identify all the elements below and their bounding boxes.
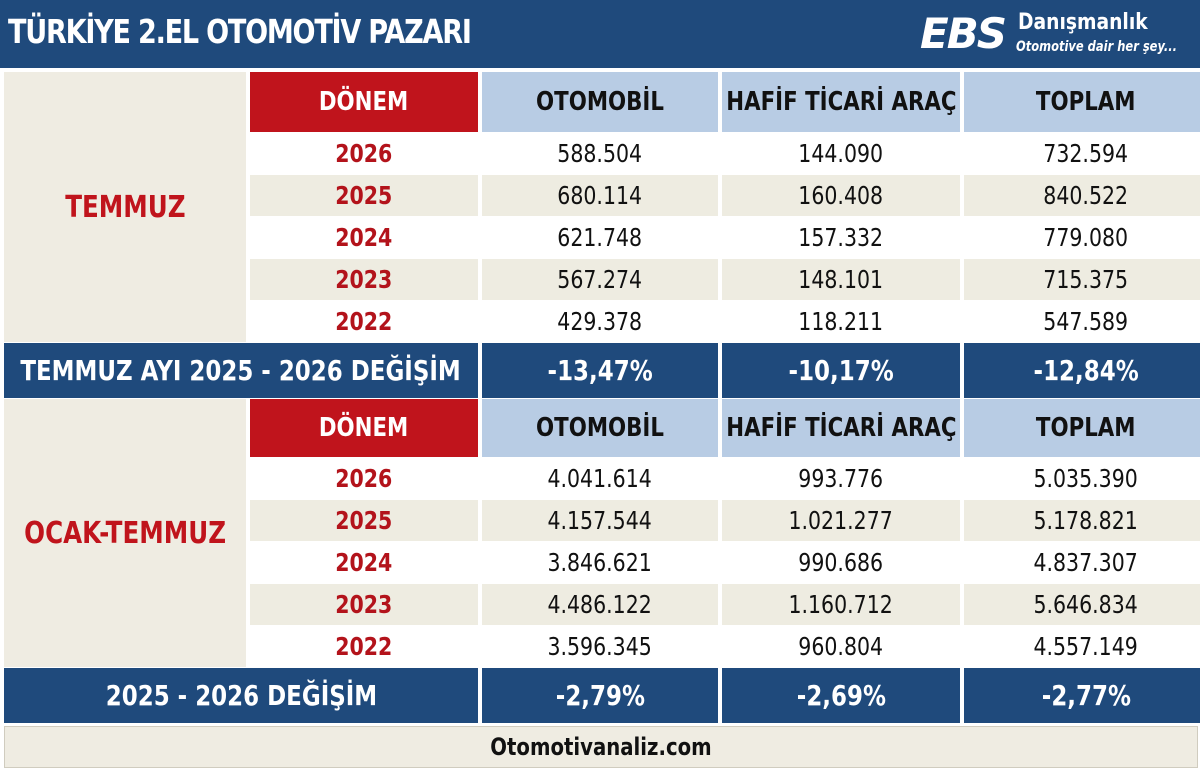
row-year: 2023 <box>250 584 478 625</box>
cell-car: 680.114 <box>482 175 718 216</box>
sales-table: TEMMUZ DÖNEM OTOMOBİL HAFİF TİCARİ ARAÇ … <box>4 72 1200 723</box>
column-header-period: DÖNEM <box>250 72 478 132</box>
cell-car: 4.486.122 <box>482 584 718 625</box>
cell-total: 779.080 <box>964 217 1200 258</box>
cell-car: 3.596.345 <box>482 626 718 667</box>
change-car: -2,79% <box>482 668 718 723</box>
section-label-temmuz: TEMMUZ <box>4 72 246 342</box>
cell-car: 621.748 <box>482 217 718 258</box>
change-label-ocak-temmuz: 2025 - 2026 DEĞİŞİM <box>4 668 478 723</box>
cell-total: 5.646.834 <box>964 584 1200 625</box>
cell-lcv: 960.804 <box>722 626 960 667</box>
cell-car: 3.846.621 <box>482 542 718 583</box>
cell-lcv: 148.101 <box>722 259 960 300</box>
change-lcv: -10,17% <box>722 343 960 398</box>
column-header-total: TOPLAM <box>964 72 1200 132</box>
row-year: 2025 <box>250 175 478 216</box>
cell-total: 4.557.149 <box>964 626 1200 667</box>
cell-total: 4.837.307 <box>964 542 1200 583</box>
page-title: TÜRKİYE 2.EL OTOMOTİV PAZARI <box>8 12 472 51</box>
cell-total: 715.375 <box>964 259 1200 300</box>
row-year: 2022 <box>250 301 478 342</box>
cell-car: 588.504 <box>482 133 718 174</box>
cell-total: 840.522 <box>964 175 1200 216</box>
cell-lcv: 993.776 <box>722 458 960 499</box>
cell-total: 547.589 <box>964 301 1200 342</box>
column-header-car: OTOMOBİL <box>482 72 718 132</box>
logo-brand: Danışmanlık <box>1018 10 1148 35</box>
cell-lcv: 144.090 <box>722 133 960 174</box>
column-header-period: DÖNEM <box>250 399 478 457</box>
cell-total: 5.178.821 <box>964 500 1200 541</box>
row-year: 2024 <box>250 542 478 583</box>
column-header-lcv: HAFİF TİCARİ ARAÇ <box>722 72 960 132</box>
row-year: 2026 <box>250 133 478 174</box>
row-year: 2023 <box>250 259 478 300</box>
logo-slogan: Otomotive dair her şey... <box>1016 39 1177 55</box>
change-lcv: -2,69% <box>722 668 960 723</box>
change-total: -2,77% <box>964 668 1200 723</box>
cell-car: 4.157.544 <box>482 500 718 541</box>
ebs-logo: EBS Danışmanlık Otomotive dair her şey..… <box>920 8 1192 60</box>
column-header-total: TOPLAM <box>964 399 1200 457</box>
header-bar: TÜRKİYE 2.EL OTOMOTİV PAZARI EBS Danışma… <box>0 0 1200 68</box>
cell-car: 4.041.614 <box>482 458 718 499</box>
column-header-lcv: HAFİF TİCARİ ARAÇ <box>722 399 960 457</box>
logo-mark: EBS <box>920 9 1007 58</box>
cell-lcv: 1.021.277 <box>722 500 960 541</box>
row-year: 2025 <box>250 500 478 541</box>
cell-car: 429.378 <box>482 301 718 342</box>
change-total: -12,84% <box>964 343 1200 398</box>
change-label-temmuz: TEMMUZ AYI 2025 - 2026 DEĞİŞİM <box>4 343 478 398</box>
row-year: 2022 <box>250 626 478 667</box>
cell-lcv: 990.686 <box>722 542 960 583</box>
cell-total: 5.035.390 <box>964 458 1200 499</box>
cell-lcv: 1.160.712 <box>722 584 960 625</box>
footer-source: Otomotivanaliz.com <box>4 726 1198 768</box>
cell-total: 732.594 <box>964 133 1200 174</box>
cell-lcv: 157.332 <box>722 217 960 258</box>
change-car: -13,47% <box>482 343 718 398</box>
cell-lcv: 160.408 <box>722 175 960 216</box>
section-label-ocak-temmuz: OCAK-TEMMUZ <box>4 399 246 667</box>
row-year: 2026 <box>250 458 478 499</box>
row-year: 2024 <box>250 217 478 258</box>
column-header-car: OTOMOBİL <box>482 399 718 457</box>
cell-lcv: 118.211 <box>722 301 960 342</box>
cell-car: 567.274 <box>482 259 718 300</box>
